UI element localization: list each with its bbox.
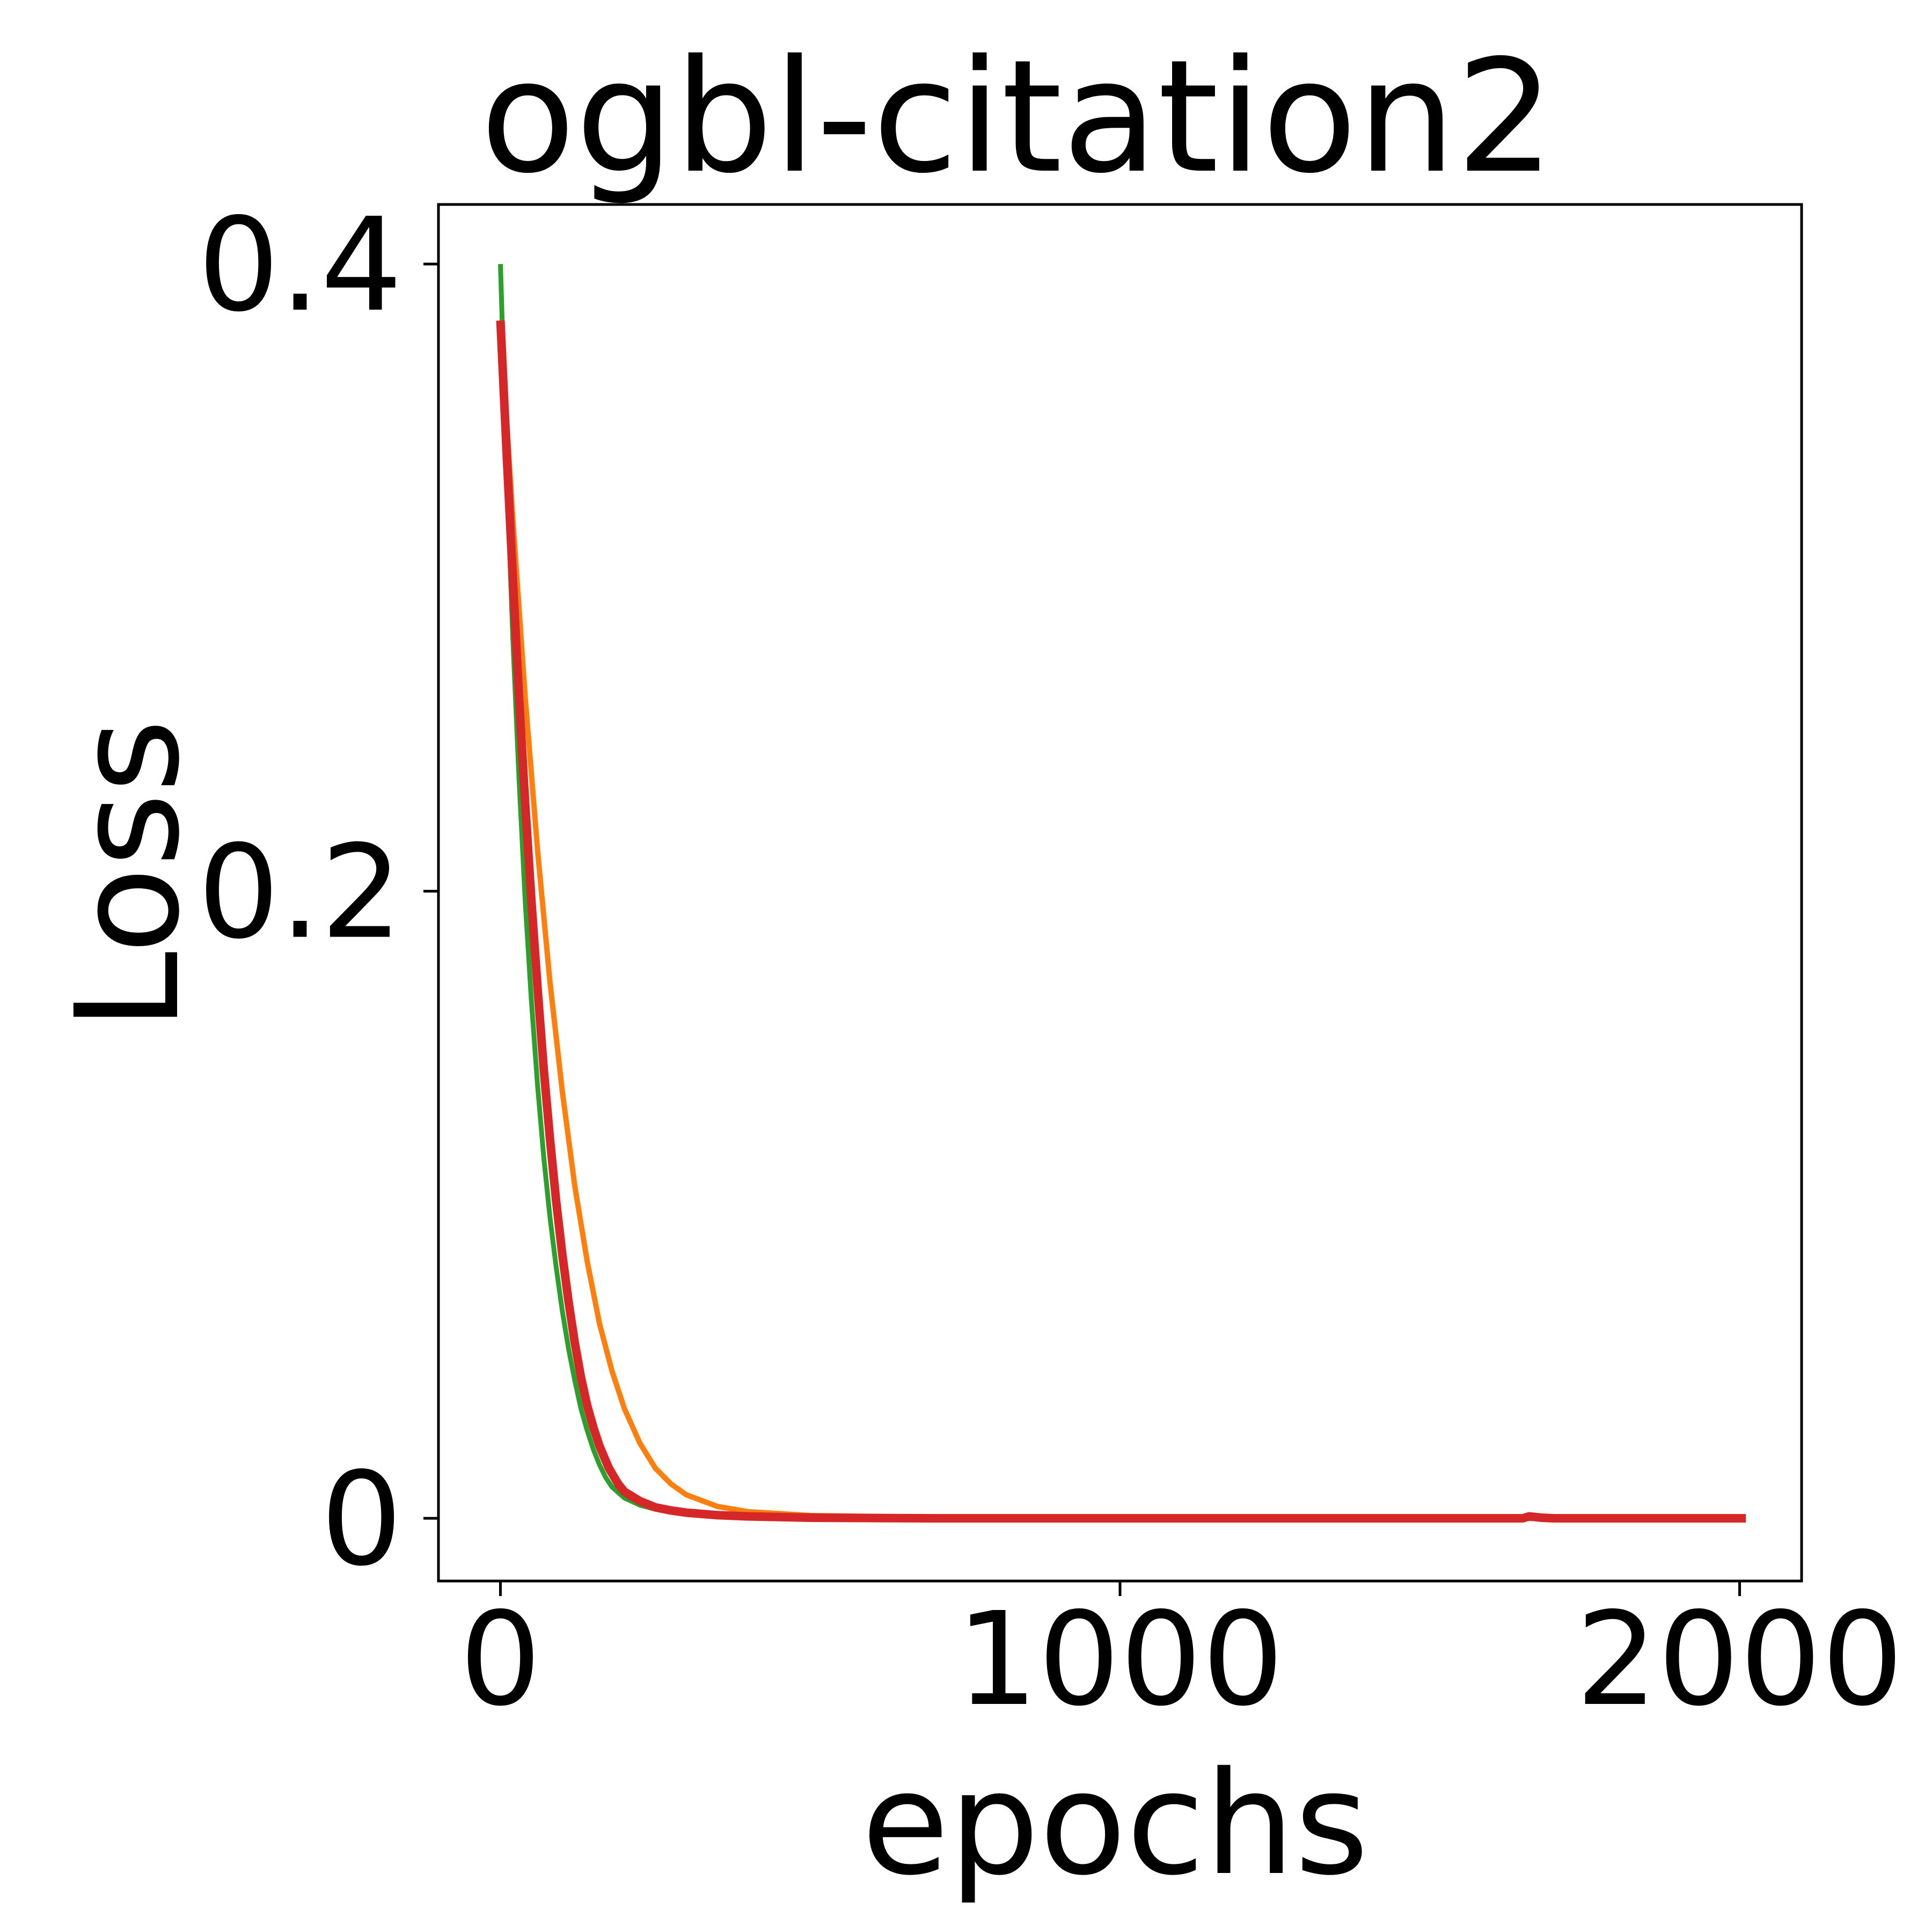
ticks-layer: 0 1000 2000 0 0.2 0.4	[197, 190, 1904, 1735]
series-line-3	[496, 320, 1746, 1523]
y-axis-label: Loss	[46, 719, 211, 1030]
x-tick-label: 1000	[956, 1584, 1284, 1735]
series-layer	[496, 264, 1746, 1523]
plot-area-frame	[437, 203, 1803, 1583]
chart-title: ogbl-citation2	[480, 27, 1555, 208]
x-tick-label: 0	[459, 1584, 541, 1735]
y-tick-label: 0.2	[197, 817, 402, 968]
y-tick-label: 0	[320, 1444, 402, 1594]
y-tick-label: 0.4	[197, 190, 402, 340]
x-tick-label: 2000	[1576, 1584, 1904, 1735]
x-axis-label: epochs	[861, 1741, 1368, 1907]
